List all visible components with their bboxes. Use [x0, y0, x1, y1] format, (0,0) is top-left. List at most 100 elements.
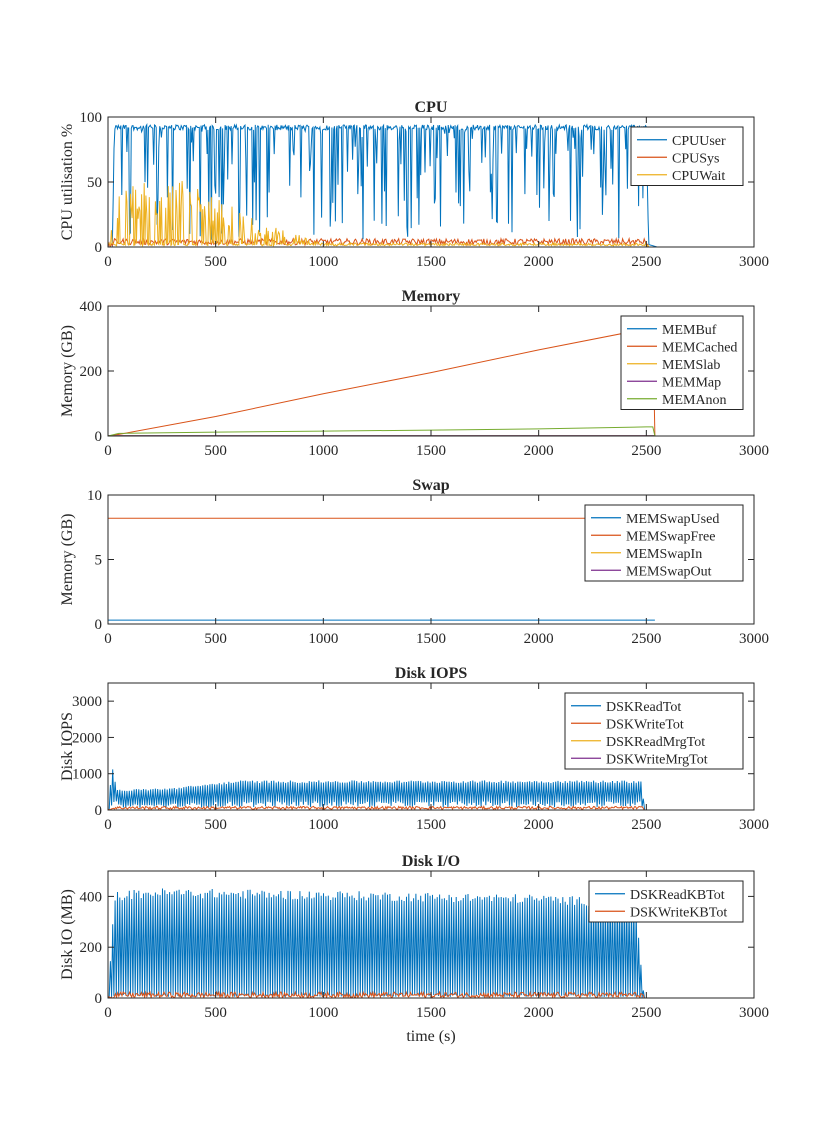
x-tick-label: 500 [204, 254, 227, 270]
legend-label-cpuuser: CPUUser [672, 134, 726, 149]
y-tick-label: 200 [80, 364, 103, 380]
x-tick-label: 2500 [631, 443, 661, 459]
series-line-cpuuser [108, 123, 658, 247]
x-tick-label: 2500 [631, 254, 661, 270]
legend-label-memmap: MEMMap [662, 375, 721, 390]
x-tick-label: 3000 [739, 1005, 769, 1021]
y-tick-label: 5 [95, 553, 103, 569]
legend-label-memswapused: MEMSwapUsed [626, 512, 719, 527]
series-line-dskwritekbtot [108, 990, 645, 998]
legend-label-memswapfree: MEMSwapFree [626, 529, 715, 544]
x-tick-label: 500 [204, 631, 227, 647]
series-group [108, 123, 658, 247]
legend-label-memcached: MEMCached [662, 340, 737, 355]
y-tick-label: 1000 [72, 767, 102, 783]
legend-label-dskreadkbtot: DSKReadKBTot [630, 888, 725, 903]
x-tick-label: 1500 [416, 443, 446, 459]
y-tick-label: 2000 [72, 730, 102, 746]
chart-title: Disk I/O [402, 853, 460, 870]
chart-memory: 0 500 1000 1500 2000 2500 3000 0 200 400 Memory Mem… [59, 288, 769, 459]
legend-label-cpuwait: CPUWait [672, 169, 725, 184]
y-axis-label: Memory (GB) [59, 325, 76, 417]
legend: CPUUser CPUSys CPUWait [630, 126, 744, 186]
legend-label-memswapin: MEMSwapIn [626, 547, 702, 562]
legend-label-dskreadtot: DSKReadTot [606, 700, 681, 715]
x-axis-label: time (s) [406, 1028, 455, 1045]
chart-title: Swap [412, 477, 449, 494]
x-tick-label: 2000 [524, 254, 554, 270]
y-tick-label: 50 [87, 175, 102, 191]
x-tick-label: 2500 [631, 1005, 661, 1021]
y-tick-label: 0 [95, 803, 103, 819]
chart-title: Memory [402, 288, 461, 305]
legend-label-memslab: MEMSlab [662, 358, 720, 373]
legend-label-cpusys: CPUSys [672, 151, 719, 166]
x-tick-label: 2500 [631, 631, 661, 647]
x-tick-label: 1000 [308, 631, 338, 647]
x-tick-label: 3000 [739, 817, 769, 833]
series-line-dskreadtot [108, 769, 646, 810]
series-group [108, 769, 646, 810]
chart-swap: 0 500 1000 1500 2000 2500 3000 0 5 10 Swap Memory (… [59, 477, 769, 647]
series-group [108, 517, 655, 624]
x-tick-label: 500 [204, 443, 227, 459]
x-tick-label: 2000 [524, 817, 554, 833]
legend-label-dskwritemrgtot: DSKWriteMrgTot [606, 752, 708, 767]
x-tick-label: 1500 [416, 1005, 446, 1021]
legend-box [620, 315, 744, 410]
legend-box [588, 880, 744, 923]
x-tick-label: 1000 [308, 254, 338, 270]
x-tick-label: 2500 [631, 817, 661, 833]
x-tick-label: 1500 [416, 254, 446, 270]
legend: MEMSwapUsed MEMSwapFree MEMSwapIn MEMSwapOu… [584, 504, 744, 582]
series-line-cpusys [108, 236, 658, 247]
series-line-dskwritetot [108, 805, 645, 810]
x-tick-label: 500 [204, 1005, 227, 1021]
series-line-cpuwait [108, 180, 649, 247]
chart-cpu: 0 500 1000 1500 2000 2500 3000 0 50 100 CPU CPU uti… [59, 99, 769, 270]
y-tick-label: 200 [80, 940, 103, 956]
x-tick-label: 3000 [739, 631, 769, 647]
y-tick-label: 3000 [72, 694, 102, 710]
legend-box [584, 504, 744, 582]
x-tick-label: 0 [104, 1005, 112, 1021]
x-tick-label: 1500 [416, 817, 446, 833]
x-tick-label: 0 [104, 817, 112, 833]
x-tick-label: 0 [104, 631, 112, 647]
y-tick-label: 0 [95, 240, 103, 256]
x-tick-label: 500 [204, 817, 227, 833]
x-tick-label: 3000 [739, 443, 769, 459]
y-axis-label: CPU utilisation % [59, 124, 76, 240]
x-tick-label: 1000 [308, 817, 338, 833]
chart-disk-i-o: 0 500 1000 1500 2000 2500 3000 0 200 400 Disk I/O D… [59, 853, 769, 1045]
legend: MEMBuf MEMCached MEMSlab MEMMap MEMAnon [620, 315, 744, 410]
y-tick-label: 0 [95, 617, 103, 633]
legend-label-membuf: MEMBuf [662, 323, 717, 338]
y-tick-label: 400 [80, 889, 103, 905]
x-tick-label: 2000 [524, 631, 554, 647]
x-tick-label: 1000 [308, 1005, 338, 1021]
legend-box [630, 126, 744, 186]
legend-label-dskwritetot: DSKWriteTot [606, 717, 684, 732]
y-tick-label: 100 [80, 110, 103, 126]
y-tick-label: 400 [80, 299, 103, 315]
legend-label-memswapout: MEMSwapOut [626, 564, 712, 579]
x-tick-label: 0 [104, 443, 112, 459]
legend: DSKReadTot DSKWriteTot DSKReadMrgTot DSKWri… [564, 692, 744, 770]
x-tick-label: 1500 [416, 631, 446, 647]
x-tick-label: 1000 [308, 443, 338, 459]
y-tick-label: 0 [95, 991, 103, 1007]
chart-title: Disk IOPS [395, 665, 468, 682]
x-tick-label: 2000 [524, 443, 554, 459]
x-tick-label: 3000 [739, 254, 769, 270]
x-tick-label: 0 [104, 254, 112, 270]
y-tick-label: 0 [95, 429, 103, 445]
y-tick-label: 10 [87, 488, 102, 504]
legend-label-memanon: MEMAnon [662, 393, 727, 408]
x-tick-label: 2000 [524, 1005, 554, 1021]
legend-label-dskwritekbtot: DSKWriteKBTot [630, 905, 727, 920]
y-axis-label: Disk IO (MB) [59, 889, 76, 980]
y-axis-label: Disk IOPS [59, 712, 76, 781]
legend: DSKReadKBTot DSKWriteKBTot [588, 880, 744, 923]
